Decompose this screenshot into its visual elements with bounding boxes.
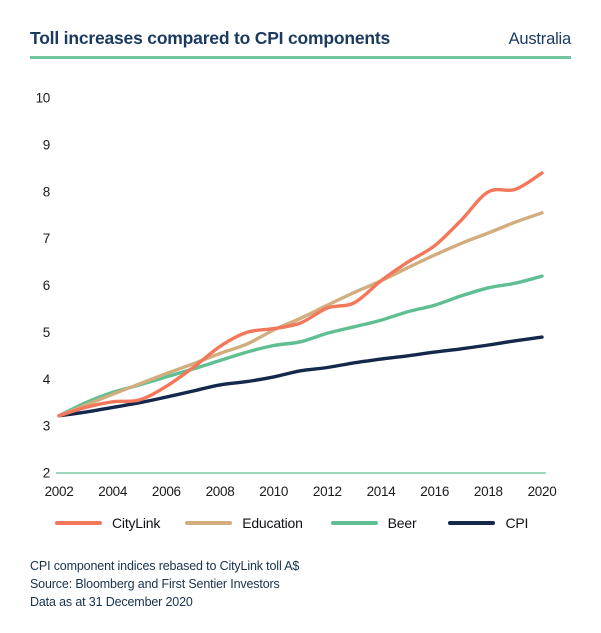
chart-title: Toll increases compared to CPI component… [30, 28, 391, 48]
x-tick-label: 2012 [313, 484, 342, 499]
y-tick-label: 4 [43, 371, 51, 386]
chart-legend: CityLink Education Beer CPI [0, 513, 601, 533]
legend-label-education: Education [242, 514, 303, 531]
y-tick-label: 3 [43, 418, 50, 433]
chart-header: Toll increases compared to CPI component… [0, 0, 601, 49]
y-tick-label: 8 [43, 184, 50, 199]
line-chart: 2 3 4 5 6 7 8 9 10 2002 2004 2006 2008 2010 2012 2014 20… [36, 90, 557, 499]
series-line-beer [57, 273, 544, 417]
x-tick-label: 2016 [420, 484, 449, 499]
legend-item-beer: Beer [330, 514, 417, 531]
legend-item-citylink: CityLink [55, 515, 160, 531]
x-tick-label: 2010 [259, 484, 288, 499]
y-tick-label: 2 [43, 465, 50, 480]
chart-footnotes: CPI component indices rebased to CityLin… [30, 557, 571, 611]
legend-label-cpi: CPI [505, 514, 529, 531]
legend-swatch-beer [330, 520, 378, 525]
x-tick-label: 2002 [45, 484, 74, 499]
x-tick-label: 2004 [98, 484, 128, 499]
legend-label-beer: Beer [387, 514, 417, 531]
legend-swatch-citylink [55, 520, 102, 525]
legend-swatch-cpi [448, 520, 496, 525]
footnote-rebased: CPI component indices rebased to CityLin… [30, 558, 300, 573]
y-tick-label: 7 [43, 231, 50, 246]
x-tick-label: 2018 [474, 484, 503, 499]
x-tick-label: 2014 [367, 484, 397, 499]
series-line-citylink [57, 170, 544, 417]
footnote-source: Source: Bloomberg and First Sentier Inve… [30, 576, 280, 591]
region-label: Australia [508, 30, 572, 48]
y-tick-label: 10 [36, 90, 50, 105]
x-tick-label: 2008 [206, 484, 235, 499]
y-tick-label: 5 [43, 324, 50, 339]
series-line-education [57, 210, 544, 417]
footnote-date: Data as at 31 December 2020 [30, 594, 193, 609]
y-tick-label: 6 [43, 278, 50, 293]
series-line-cpi [57, 334, 544, 417]
title-divider [30, 56, 571, 59]
y-tick-label: 9 [43, 137, 50, 152]
legend-item-cpi: CPI [448, 515, 528, 531]
legend-label-citylink: CityLink [112, 514, 161, 531]
legend-swatch-education [185, 520, 233, 525]
x-tick-label: 2006 [152, 484, 181, 499]
legend-item-education: Education [185, 514, 303, 531]
x-tick-label: 2020 [528, 484, 557, 499]
